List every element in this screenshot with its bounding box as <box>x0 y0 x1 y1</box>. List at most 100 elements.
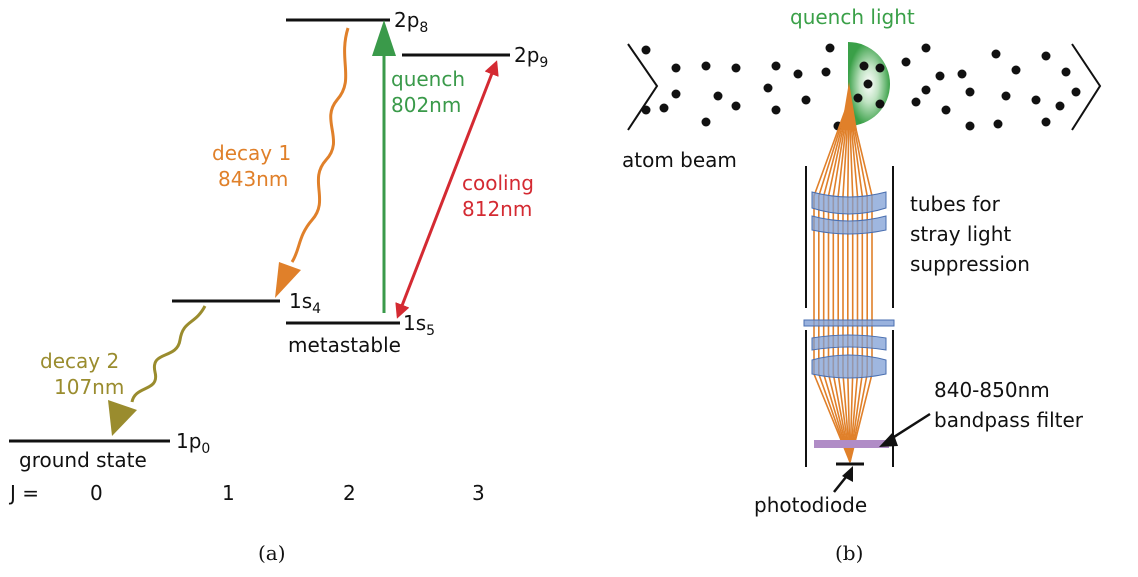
tubes-label-line3: suppression <box>910 252 1030 276</box>
atom-dot <box>671 63 681 73</box>
fluorescence-ray <box>818 99 851 463</box>
decay2-label-line1: decay 2 <box>40 349 119 373</box>
window-plate <box>803 319 895 327</box>
atom-dot <box>957 69 967 79</box>
panel-b-detection-setup: quench light atom beam tu <box>622 5 1102 565</box>
atom-dot <box>801 95 811 105</box>
atom-dots <box>641 43 1081 131</box>
atom-dot <box>875 99 885 109</box>
atom-dot <box>965 87 975 97</box>
atom-dot <box>921 85 931 95</box>
cooling-label-line1: cooling <box>462 171 534 195</box>
fluorescence-ray <box>847 99 851 463</box>
j-value-3: 3 <box>472 481 485 505</box>
atom-dot <box>713 91 723 101</box>
atom-dot <box>1031 95 1041 105</box>
tubes-label-line1: tubes for <box>910 192 1001 216</box>
filter-label-line1: 840-850nm <box>934 378 1050 402</box>
quench-label-line2: 802nm <box>391 93 461 117</box>
fluorescence-ray <box>842 99 851 463</box>
j-value-0: 0 <box>90 481 103 505</box>
fluorescence-ray <box>848 99 864 463</box>
level-1s4-label: 1s4 <box>289 289 321 317</box>
emission-point-arrow <box>841 82 857 130</box>
beam-entry-chevron <box>627 43 659 131</box>
tubes-label-line2: stray light <box>910 222 1011 246</box>
decay1-wavy-arrow <box>290 27 350 263</box>
panel-a-caption: (a) <box>258 541 286 565</box>
atom-dot <box>965 121 975 131</box>
atom-dot <box>1001 91 1011 101</box>
metastable-label: metastable <box>288 333 401 357</box>
atom-dot <box>641 45 651 55</box>
decay1-label-line1: decay 1 <box>212 141 291 165</box>
atom-dot <box>991 49 1001 59</box>
lens-lower-1 <box>811 334 887 351</box>
atom-dot <box>1041 51 1051 61</box>
atom-dot <box>921 43 931 53</box>
decay2-arrowhead <box>108 400 137 436</box>
atom-dot <box>793 69 803 79</box>
fluorescence-rays <box>813 99 873 463</box>
atom-dot <box>1071 87 1081 97</box>
j-axis-label: J = <box>8 481 39 505</box>
fluorescence-ray <box>848 99 873 463</box>
j-value-1: 1 <box>222 481 235 505</box>
atom-dot <box>825 43 835 53</box>
filter-label-line2: bandpass filter <box>934 408 1084 432</box>
panel-b-caption: (b) <box>835 541 863 565</box>
atom-dot <box>659 103 669 113</box>
level-2p9-label: 2p9 <box>514 43 548 71</box>
atom-dot <box>911 97 921 107</box>
atom-dot <box>641 105 651 115</box>
beam-exit-chevron <box>1071 43 1102 131</box>
filter-pointer-arrowhead <box>879 432 898 447</box>
atom-dot <box>771 105 781 115</box>
atom-dot <box>1055 101 1065 111</box>
decay1-label-line2: 843nm <box>218 167 288 191</box>
atom-dot <box>763 83 773 93</box>
bandpass-filter <box>814 440 889 448</box>
atom-dot <box>821 67 831 77</box>
panel-a-energy-diagram: 2p8 2p9 1s4 1s5 1p0 metastable ground st… <box>8 8 548 565</box>
atom-dot <box>771 61 781 71</box>
atom-dot <box>731 101 741 111</box>
fluorescence-ray <box>837 99 851 463</box>
atom-dot <box>701 61 711 71</box>
cooling-arrow <box>395 60 499 319</box>
atom-dot <box>701 117 711 127</box>
atom-dot <box>901 57 911 67</box>
decay2-label-line2: 107nm <box>54 375 124 399</box>
atom-dot <box>863 79 873 89</box>
atom-dot <box>1011 65 1021 75</box>
fluorescence-ray <box>822 99 851 463</box>
fluorescence-ray <box>848 99 859 463</box>
atom-dot <box>671 89 681 99</box>
atom-beam-label: atom beam <box>622 148 737 172</box>
fluorescence-ray <box>848 99 854 463</box>
level-1s5-label: 1s5 <box>403 311 435 339</box>
atom-dot <box>1061 67 1071 77</box>
fluorescence-ray <box>832 99 851 463</box>
atom-dot <box>993 119 1003 129</box>
atom-dot <box>1041 117 1051 127</box>
photodiode-pointer-arrowhead <box>842 466 853 482</box>
fluorescence-ray <box>827 99 851 463</box>
quench-light-label: quench light <box>790 5 915 29</box>
atom-dot <box>853 93 863 103</box>
lens-lower-2 <box>811 354 887 379</box>
fluorescence-ray <box>848 99 868 463</box>
j-value-2: 2 <box>343 481 356 505</box>
level-1p0-label: 1p0 <box>176 429 210 457</box>
atom-dot <box>875 63 885 73</box>
quench-label-line1: quench <box>391 67 465 91</box>
atom-dot <box>941 105 951 115</box>
decay2-wavy-arrow <box>130 305 207 403</box>
lens-group-lower <box>811 334 887 379</box>
cooling-label-line2: 812nm <box>462 197 532 221</box>
photodiode-label: photodiode <box>754 493 867 517</box>
ground-state-label: ground state <box>19 448 147 472</box>
atom-dot <box>859 61 869 71</box>
quench-arrowhead <box>372 20 396 56</box>
